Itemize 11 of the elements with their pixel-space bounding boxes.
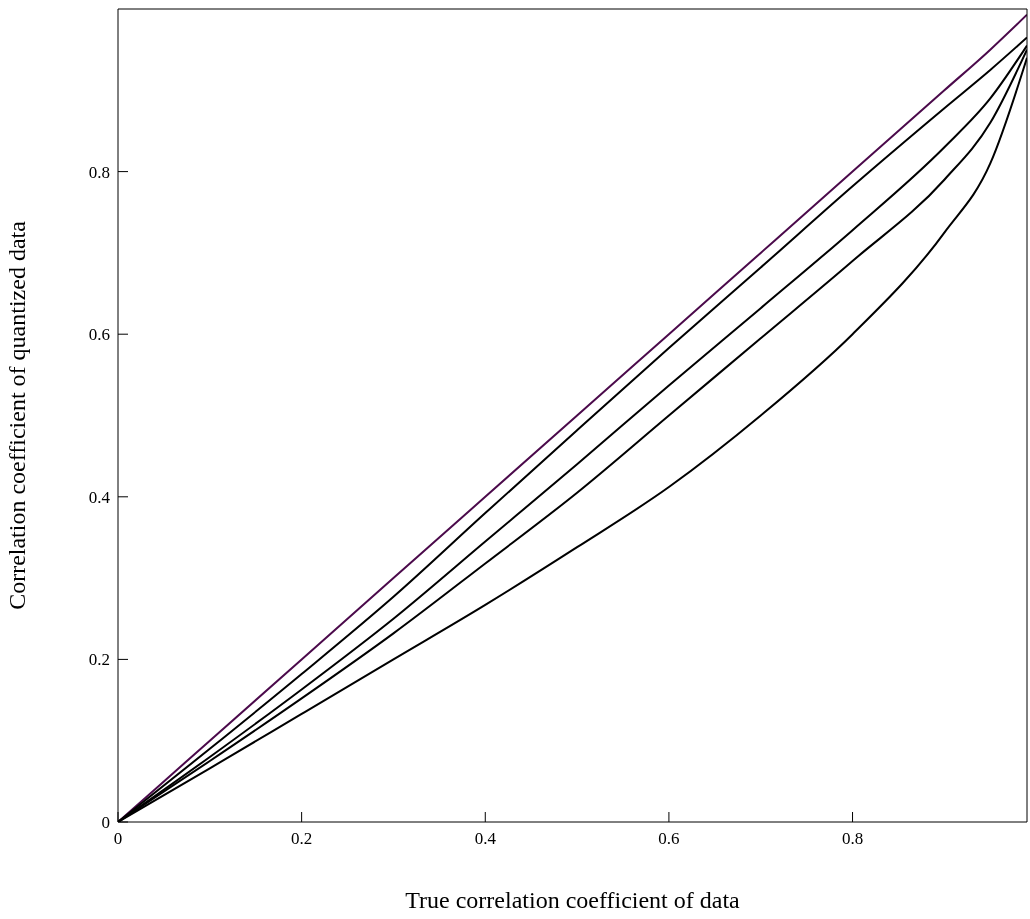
- y-tick-label: 0.6: [88, 325, 110, 345]
- y-tick-label: 0: [101, 813, 110, 833]
- y-tick-label: 0.4: [88, 487, 111, 507]
- x-tick-label: 0.8: [841, 829, 864, 849]
- x-axis-title: True correlation coefficient of data: [405, 887, 741, 913]
- x-tick-label: 0.2: [291, 829, 313, 849]
- x-tick-label: 0.6: [658, 829, 680, 849]
- y-axis-title: Correlation coefficient of quantized data: [3, 220, 30, 610]
- y-tick-label: 0.2: [88, 650, 110, 670]
- x-tick-label: 0.4: [474, 829, 497, 849]
- y-tick-label: 0.8: [88, 162, 110, 182]
